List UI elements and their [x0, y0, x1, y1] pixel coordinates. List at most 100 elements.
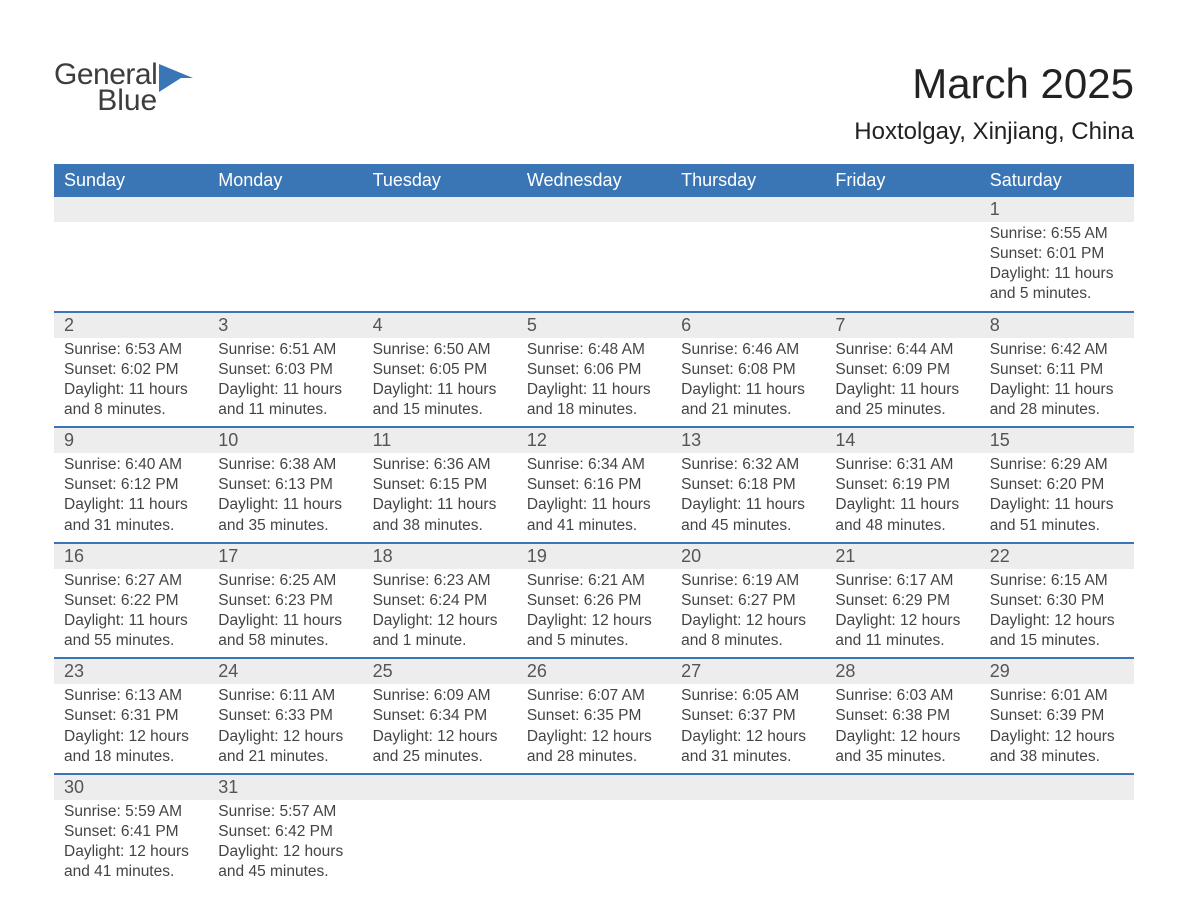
sunset-text: Sunset: 6:22 PM	[64, 591, 198, 611]
sunset-text: Sunset: 6:15 PM	[373, 475, 507, 495]
day-number-cell: 7	[825, 312, 979, 338]
sunrise-text: Sunrise: 6:31 AM	[835, 455, 969, 475]
daylight-text: Daylight: 11 hours and 38 minutes.	[373, 495, 507, 535]
daylight-text: Daylight: 12 hours and 11 minutes.	[835, 611, 969, 651]
sunset-text: Sunset: 6:18 PM	[681, 475, 815, 495]
day-detail-cell: Sunrise: 6:07 AMSunset: 6:35 PMDaylight:…	[517, 684, 671, 774]
day-number-cell: 17	[208, 543, 362, 569]
day-detail-cell	[208, 222, 362, 312]
day-number-cell	[363, 197, 517, 222]
title-month: March 2025	[854, 60, 1134, 108]
sunrise-text: Sunrise: 5:59 AM	[64, 802, 198, 822]
daylight-text: Daylight: 12 hours and 35 minutes.	[835, 727, 969, 767]
sunrise-text: Sunrise: 6:27 AM	[64, 571, 198, 591]
daylight-text: Daylight: 11 hours and 41 minutes.	[527, 495, 661, 535]
sunrise-text: Sunrise: 6:13 AM	[64, 686, 198, 706]
day-number-cell: 26	[517, 658, 671, 684]
day-detail-cell	[671, 222, 825, 312]
sunset-text: Sunset: 6:06 PM	[527, 360, 661, 380]
day-detail-row: Sunrise: 6:13 AMSunset: 6:31 PMDaylight:…	[54, 684, 1134, 774]
day-number-cell: 20	[671, 543, 825, 569]
daylight-text: Daylight: 11 hours and 45 minutes.	[681, 495, 815, 535]
day-number-cell: 25	[363, 658, 517, 684]
day-detail-cell: Sunrise: 6:09 AMSunset: 6:34 PMDaylight:…	[363, 684, 517, 774]
sunset-text: Sunset: 6:38 PM	[835, 706, 969, 726]
daylight-text: Daylight: 11 hours and 48 minutes.	[835, 495, 969, 535]
sunset-text: Sunset: 6:02 PM	[64, 360, 198, 380]
day-number-cell: 27	[671, 658, 825, 684]
day-number-cell: 24	[208, 658, 362, 684]
day-number-cell: 12	[517, 427, 671, 453]
sunset-text: Sunset: 6:34 PM	[373, 706, 507, 726]
day-number-row: 1	[54, 197, 1134, 222]
weekday-header: Tuesday	[363, 164, 517, 197]
day-number-cell: 15	[980, 427, 1134, 453]
daylight-text: Daylight: 11 hours and 28 minutes.	[990, 380, 1124, 420]
day-detail-row: Sunrise: 5:59 AMSunset: 6:41 PMDaylight:…	[54, 800, 1134, 889]
day-number-cell	[671, 774, 825, 800]
day-detail-cell: Sunrise: 6:25 AMSunset: 6:23 PMDaylight:…	[208, 569, 362, 659]
day-detail-row: Sunrise: 6:55 AMSunset: 6:01 PMDaylight:…	[54, 222, 1134, 312]
sunrise-text: Sunrise: 6:03 AM	[835, 686, 969, 706]
day-detail-cell: Sunrise: 6:42 AMSunset: 6:11 PMDaylight:…	[980, 338, 1134, 428]
title-location: Hoxtolgay, Xinjiang, China	[854, 118, 1134, 146]
day-number-cell	[208, 197, 362, 222]
sunset-text: Sunset: 6:39 PM	[990, 706, 1124, 726]
day-detail-cell: Sunrise: 6:23 AMSunset: 6:24 PMDaylight:…	[363, 569, 517, 659]
sunrise-text: Sunrise: 6:53 AM	[64, 340, 198, 360]
weekday-header: Thursday	[671, 164, 825, 197]
day-number-row: 2345678	[54, 312, 1134, 338]
day-detail-cell: Sunrise: 6:55 AMSunset: 6:01 PMDaylight:…	[980, 222, 1134, 312]
daylight-text: Daylight: 12 hours and 15 minutes.	[990, 611, 1124, 651]
sunset-text: Sunset: 6:03 PM	[218, 360, 352, 380]
daylight-text: Daylight: 11 hours and 58 minutes.	[218, 611, 352, 651]
day-number-cell: 10	[208, 427, 362, 453]
day-number-cell: 8	[980, 312, 1134, 338]
sunset-text: Sunset: 6:16 PM	[527, 475, 661, 495]
sunset-text: Sunset: 6:31 PM	[64, 706, 198, 726]
daylight-text: Daylight: 12 hours and 38 minutes.	[990, 727, 1124, 767]
day-detail-cell: Sunrise: 6:11 AMSunset: 6:33 PMDaylight:…	[208, 684, 362, 774]
sunset-text: Sunset: 6:35 PM	[527, 706, 661, 726]
day-detail-cell	[517, 800, 671, 889]
day-detail-cell: Sunrise: 6:48 AMSunset: 6:06 PMDaylight:…	[517, 338, 671, 428]
daylight-text: Daylight: 12 hours and 31 minutes.	[681, 727, 815, 767]
sunrise-text: Sunrise: 6:19 AM	[681, 571, 815, 591]
day-number-cell: 22	[980, 543, 1134, 569]
logo-mark-icon	[159, 64, 193, 92]
day-detail-cell: Sunrise: 6:40 AMSunset: 6:12 PMDaylight:…	[54, 453, 208, 543]
sunset-text: Sunset: 6:26 PM	[527, 591, 661, 611]
sunrise-text: Sunrise: 6:46 AM	[681, 340, 815, 360]
day-detail-cell: Sunrise: 5:59 AMSunset: 6:41 PMDaylight:…	[54, 800, 208, 889]
day-detail-cell: Sunrise: 6:17 AMSunset: 6:29 PMDaylight:…	[825, 569, 979, 659]
sunrise-text: Sunrise: 6:34 AM	[527, 455, 661, 475]
sunrise-text: Sunrise: 6:51 AM	[218, 340, 352, 360]
day-number-cell: 11	[363, 427, 517, 453]
day-detail-cell: Sunrise: 6:31 AMSunset: 6:19 PMDaylight:…	[825, 453, 979, 543]
sunrise-text: Sunrise: 6:29 AM	[990, 455, 1124, 475]
daylight-text: Daylight: 12 hours and 18 minutes.	[64, 727, 198, 767]
day-detail-cell: Sunrise: 6:29 AMSunset: 6:20 PMDaylight:…	[980, 453, 1134, 543]
daylight-text: Daylight: 11 hours and 35 minutes.	[218, 495, 352, 535]
sunset-text: Sunset: 6:08 PM	[681, 360, 815, 380]
sunset-text: Sunset: 6:11 PM	[990, 360, 1124, 380]
weekday-header: Friday	[825, 164, 979, 197]
day-number-cell: 21	[825, 543, 979, 569]
day-number-cell: 16	[54, 543, 208, 569]
daylight-text: Daylight: 11 hours and 8 minutes.	[64, 380, 198, 420]
day-detail-cell	[363, 800, 517, 889]
day-number-row: 9101112131415	[54, 427, 1134, 453]
daylight-text: Daylight: 12 hours and 1 minute.	[373, 611, 507, 651]
day-number-cell	[517, 774, 671, 800]
sunrise-text: Sunrise: 6:11 AM	[218, 686, 352, 706]
daylight-text: Daylight: 11 hours and 21 minutes.	[681, 380, 815, 420]
day-number-cell: 2	[54, 312, 208, 338]
sunset-text: Sunset: 6:13 PM	[218, 475, 352, 495]
day-number-cell: 9	[54, 427, 208, 453]
day-number-cell: 14	[825, 427, 979, 453]
day-detail-cell: Sunrise: 6:13 AMSunset: 6:31 PMDaylight:…	[54, 684, 208, 774]
sunrise-text: Sunrise: 6:25 AM	[218, 571, 352, 591]
sunrise-text: Sunrise: 6:50 AM	[373, 340, 507, 360]
daylight-text: Daylight: 11 hours and 31 minutes.	[64, 495, 198, 535]
daylight-text: Daylight: 11 hours and 51 minutes.	[990, 495, 1124, 535]
